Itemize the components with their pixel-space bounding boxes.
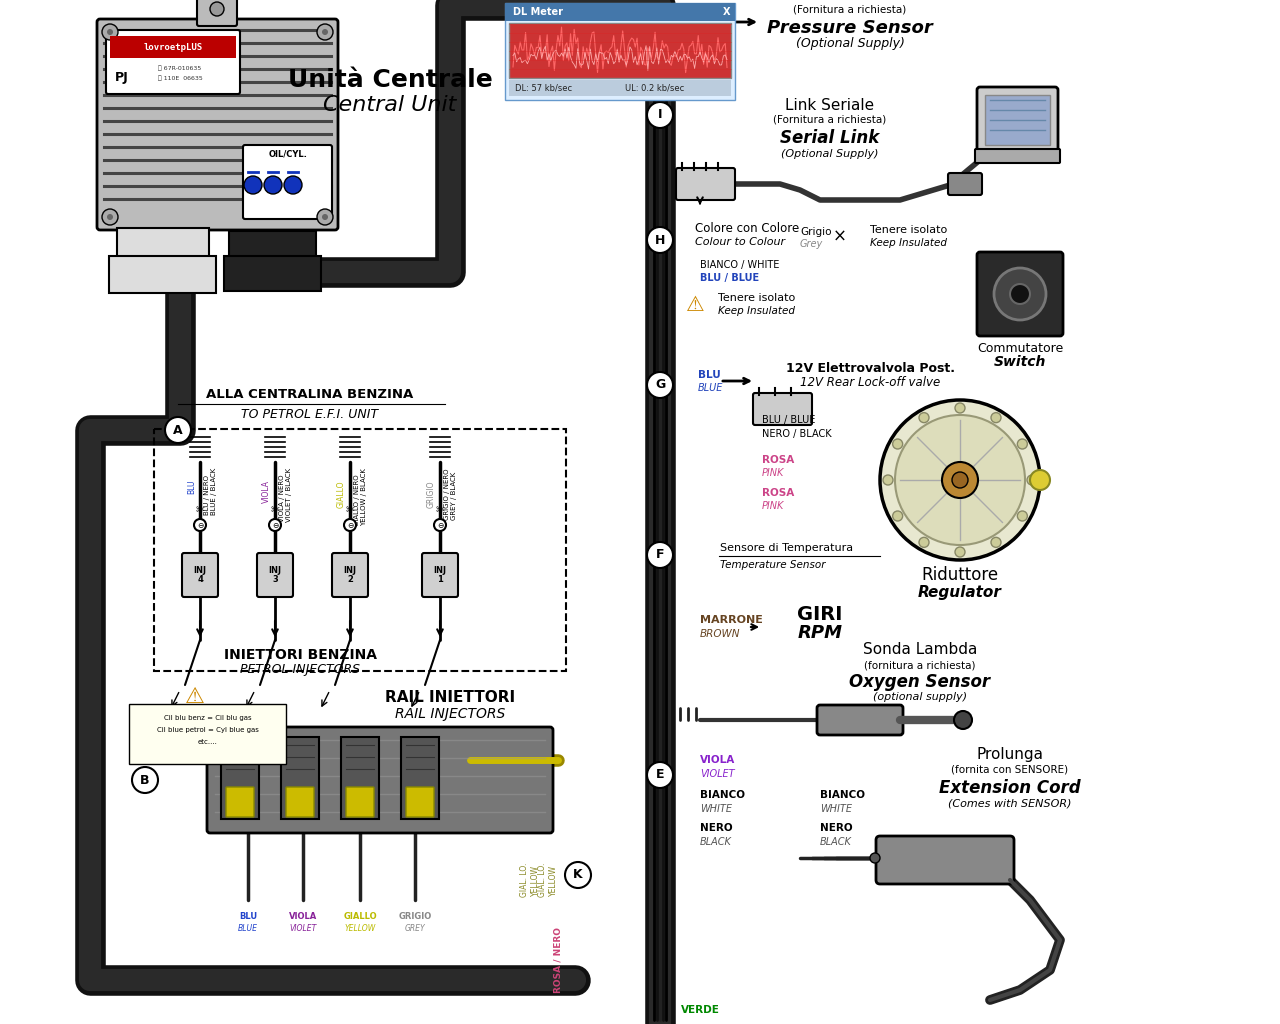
FancyBboxPatch shape [422, 553, 458, 597]
Text: (optional supply): (optional supply) [873, 692, 968, 702]
Text: ROSA / NERO: ROSA / NERO [553, 927, 562, 993]
Text: VIOLA: VIOLA [700, 755, 735, 765]
Text: VIOLET: VIOLET [700, 769, 735, 779]
Circle shape [646, 372, 673, 398]
Text: ✂: ✂ [346, 505, 355, 515]
FancyBboxPatch shape [876, 836, 1014, 884]
FancyBboxPatch shape [406, 787, 434, 817]
Text: WHITE: WHITE [700, 804, 732, 814]
Text: BLU: BLU [187, 480, 196, 495]
FancyBboxPatch shape [817, 705, 902, 735]
Text: BROWN: BROWN [700, 629, 741, 639]
Text: Keep Insulated: Keep Insulated [718, 306, 795, 316]
Text: BLU / BLUE: BLU / BLUE [762, 415, 815, 425]
FancyBboxPatch shape [975, 150, 1060, 163]
Text: GIRI: GIRI [797, 605, 842, 625]
Text: Pressure Sensor: Pressure Sensor [767, 19, 933, 37]
Text: GRIGIO / NERO
GREY / BLACK: GRIGIO / NERO GREY / BLACK [444, 468, 457, 519]
Text: ROSA: ROSA [762, 488, 795, 498]
Text: (fornitura a richiesta): (fornitura a richiesta) [864, 660, 975, 670]
Text: WHITE: WHITE [820, 804, 852, 814]
Text: Colour to Colour: Colour to Colour [695, 237, 785, 247]
Circle shape [895, 415, 1025, 545]
Circle shape [102, 209, 118, 225]
Text: Cil blue petrol = Cyl blue gas: Cil blue petrol = Cyl blue gas [157, 727, 259, 733]
Circle shape [995, 268, 1046, 319]
Circle shape [646, 227, 673, 253]
Text: VERDE: VERDE [681, 1005, 719, 1015]
Circle shape [646, 542, 673, 568]
Text: BLACK: BLACK [820, 837, 852, 847]
FancyBboxPatch shape [977, 87, 1059, 153]
Text: OIL/CYL.: OIL/CYL. [269, 150, 307, 159]
Circle shape [210, 2, 224, 16]
Text: TO PETROL E.F.I. UNIT: TO PETROL E.F.I. UNIT [242, 409, 379, 422]
Text: ×: × [833, 228, 847, 246]
Text: ROSA: ROSA [762, 455, 795, 465]
Text: BLU / BLUE: BLU / BLUE [700, 273, 759, 283]
Circle shape [165, 417, 191, 443]
Circle shape [955, 403, 965, 413]
FancyBboxPatch shape [506, 3, 735, 22]
FancyBboxPatch shape [257, 553, 293, 597]
Text: VIOLA: VIOLA [289, 912, 317, 921]
Text: Sonda Lambda: Sonda Lambda [863, 642, 977, 657]
FancyBboxPatch shape [282, 737, 319, 819]
Text: GIALLO: GIALLO [337, 480, 346, 508]
Text: (Fornitura a richiesta): (Fornitura a richiesta) [794, 5, 906, 15]
Text: ⓔ 110E  06635: ⓔ 110E 06635 [157, 75, 202, 81]
Text: PJ: PJ [115, 71, 129, 84]
Text: GIALLO: GIALLO [343, 912, 376, 921]
Text: (Comes with SENSOR): (Comes with SENSOR) [948, 798, 1071, 808]
FancyBboxPatch shape [401, 737, 439, 819]
Text: BLUE: BLUE [698, 383, 723, 393]
FancyBboxPatch shape [506, 3, 735, 100]
Text: ⊖: ⊖ [271, 520, 278, 529]
Text: BLU / NERO
BLUE / BLACK: BLU / NERO BLUE / BLACK [204, 468, 218, 515]
Text: K: K [573, 868, 582, 882]
Text: lovroetpLUS: lovroetpLUS [143, 43, 202, 51]
Text: NERO / BLACK: NERO / BLACK [762, 429, 832, 439]
Text: E: E [655, 768, 664, 781]
Text: INJ
2: INJ 2 [343, 565, 357, 585]
Circle shape [954, 711, 972, 729]
FancyBboxPatch shape [509, 80, 731, 96]
Circle shape [317, 209, 333, 225]
Text: ✂: ✂ [196, 505, 205, 515]
Text: Serial Link: Serial Link [781, 129, 879, 147]
Text: MARRONE: MARRONE [700, 615, 763, 625]
Text: Tenere isolato: Tenere isolato [870, 225, 947, 234]
Circle shape [952, 472, 968, 488]
Text: ⓔ 67R-010635: ⓔ 67R-010635 [159, 66, 202, 71]
Circle shape [108, 214, 113, 220]
Circle shape [1030, 470, 1050, 490]
Circle shape [195, 519, 206, 531]
Text: B: B [141, 773, 150, 786]
Text: ⊖: ⊖ [197, 520, 204, 529]
FancyBboxPatch shape [677, 12, 724, 32]
Text: GRIGIO: GRIGIO [428, 480, 436, 508]
Text: PINK: PINK [762, 468, 785, 478]
FancyBboxPatch shape [207, 727, 553, 833]
Circle shape [108, 29, 113, 35]
Text: Keep Insulated: Keep Insulated [870, 238, 947, 248]
Text: H: H [655, 233, 666, 247]
Text: A: A [173, 424, 183, 436]
Circle shape [919, 413, 929, 423]
Text: GIAL. LO.
YELLOW: GIAL. LO. YELLOW [520, 863, 540, 897]
Text: DL: 57 kb/sec: DL: 57 kb/sec [515, 84, 572, 92]
Text: Cil blu benz = Cil blu gas: Cil blu benz = Cil blu gas [164, 715, 252, 721]
Text: INIETTORI BENZINA: INIETTORI BENZINA [224, 648, 376, 662]
Text: BLU: BLU [239, 912, 257, 921]
Text: ALLA CENTRALINA BENZINA: ALLA CENTRALINA BENZINA [206, 388, 413, 401]
Text: VIOLET: VIOLET [289, 924, 316, 933]
Text: BIANCO: BIANCO [820, 790, 865, 800]
Text: VIOLA / NERO
VIOLET / BLACK: VIOLA / NERO VIOLET / BLACK [279, 468, 292, 522]
Text: Riduttore: Riduttore [922, 566, 998, 584]
Circle shape [1018, 511, 1028, 521]
Text: NERO: NERO [700, 823, 732, 833]
Circle shape [564, 862, 591, 888]
Text: Switch: Switch [993, 355, 1046, 369]
Circle shape [955, 547, 965, 557]
